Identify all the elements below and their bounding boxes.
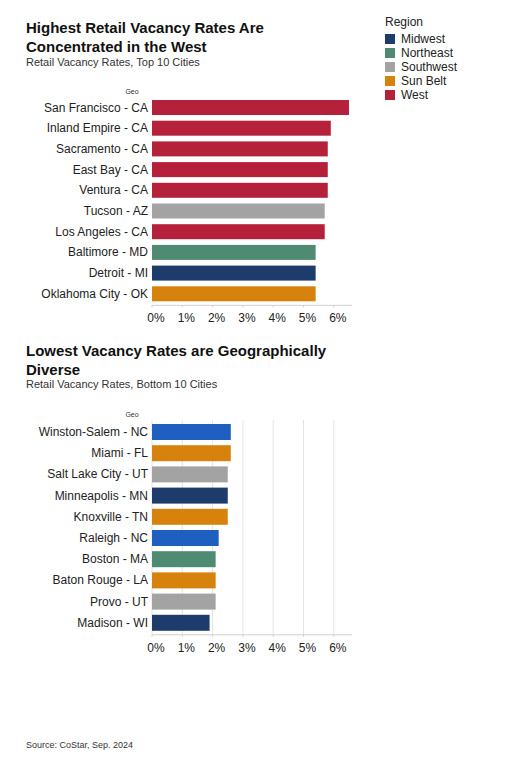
tick-mark bbox=[303, 305, 304, 307]
tick-label: 6% bbox=[329, 641, 347, 655]
legend-label: Southwest bbox=[401, 60, 458, 74]
legend-swatch bbox=[385, 90, 395, 100]
bars bbox=[152, 424, 231, 631]
bar bbox=[152, 551, 216, 567]
tick-label: 4% bbox=[269, 311, 287, 325]
legend-label: Sun Belt bbox=[401, 74, 447, 88]
grid-line bbox=[303, 420, 304, 635]
bar bbox=[152, 100, 349, 115]
bar bbox=[152, 424, 231, 440]
category-label: Raleigh - NC bbox=[79, 531, 148, 545]
bar bbox=[152, 594, 216, 610]
legend-label: West bbox=[401, 88, 429, 102]
tick-label: 0% bbox=[147, 311, 165, 325]
category-label: Winston-Salem - NC bbox=[39, 425, 149, 439]
tick-mark bbox=[273, 305, 274, 307]
chart-title: Highest Retail Vacancy Rates Are Concent… bbox=[26, 18, 336, 56]
legend-title: Region bbox=[385, 15, 423, 29]
axis-label: Geo bbox=[125, 88, 138, 95]
tick-label: 6% bbox=[329, 311, 347, 325]
tick-label: 3% bbox=[238, 311, 256, 325]
category-label: Baton Rouge - LA bbox=[53, 573, 148, 587]
bar bbox=[152, 121, 331, 136]
category-label: Madison - WI bbox=[77, 616, 148, 630]
category-label: Sacramento - CA bbox=[56, 142, 148, 156]
tick-label: 3% bbox=[238, 641, 256, 655]
category-label: East Bay - CA bbox=[73, 163, 148, 177]
bar bbox=[152, 445, 231, 461]
category-label: Boston - MA bbox=[82, 552, 148, 566]
category-label: Los Angeles - CA bbox=[55, 225, 148, 239]
bar bbox=[152, 224, 325, 239]
source-note: Source: CoStar, Sep. 2024 bbox=[26, 740, 133, 750]
bar bbox=[152, 466, 228, 482]
bar bbox=[152, 572, 216, 588]
tick-mark bbox=[333, 305, 334, 307]
tick-label: 5% bbox=[299, 311, 317, 325]
tick-label: 2% bbox=[208, 311, 226, 325]
legend-label: Northeast bbox=[401, 46, 454, 60]
tick-label: 1% bbox=[178, 311, 196, 325]
legend-swatch bbox=[385, 48, 395, 58]
tick-mark bbox=[273, 635, 274, 637]
category-label: Minneapolis - MN bbox=[55, 489, 148, 503]
tick-label: 4% bbox=[269, 641, 287, 655]
category-label: Inland Empire - CA bbox=[47, 121, 148, 135]
bar bbox=[152, 488, 228, 504]
tick-mark bbox=[303, 635, 304, 637]
tick-mark bbox=[182, 635, 183, 637]
tick-mark bbox=[212, 305, 213, 307]
bar bbox=[152, 615, 210, 631]
tick-mark bbox=[242, 305, 243, 307]
grid-line bbox=[242, 420, 243, 635]
bar bbox=[152, 141, 328, 156]
bar bbox=[152, 162, 328, 177]
grid-line bbox=[333, 420, 334, 635]
category-label: Detroit - MI bbox=[89, 266, 148, 280]
tick-label: 1% bbox=[178, 641, 196, 655]
bar bbox=[152, 286, 316, 301]
tick-mark bbox=[242, 635, 243, 637]
category-label: Baltimore - MD bbox=[68, 245, 148, 259]
category-label: Salt Lake City - UT bbox=[47, 467, 148, 481]
chart-title: Lowest Vacancy Rates are Geographically … bbox=[26, 341, 336, 379]
legend-swatch bbox=[385, 34, 395, 44]
category-label: Tucson - AZ bbox=[84, 204, 148, 218]
bar bbox=[152, 530, 219, 546]
axis-label: Geo bbox=[125, 411, 138, 418]
chart-subtitle: Retail Vacancy Rates, Bottom 10 Cities bbox=[26, 378, 217, 390]
tick-mark bbox=[333, 635, 334, 637]
category-label: Provo - UT bbox=[90, 595, 149, 609]
category-label: San Francisco - CA bbox=[44, 101, 148, 115]
category-label: Miami - FL bbox=[91, 446, 148, 460]
tick-mark bbox=[212, 635, 213, 637]
legend-label: Midwest bbox=[401, 32, 446, 46]
bars bbox=[152, 100, 349, 301]
legend-swatch bbox=[385, 62, 395, 72]
tick-label: 0% bbox=[147, 641, 165, 655]
bar bbox=[152, 183, 328, 198]
category-label: Oklahoma City - OK bbox=[41, 287, 148, 301]
tick-mark bbox=[182, 305, 183, 307]
tick-label: 2% bbox=[208, 641, 226, 655]
category-label: Ventura - CA bbox=[79, 183, 148, 197]
bar bbox=[152, 509, 228, 525]
category-label: Knoxville - TN bbox=[74, 510, 148, 524]
tick-mark bbox=[152, 305, 153, 307]
bar bbox=[152, 245, 316, 260]
tick-label: 5% bbox=[299, 641, 317, 655]
bar bbox=[152, 204, 325, 219]
grid-line bbox=[273, 420, 274, 635]
chart-subtitle: Retail Vacancy Rates, Top 10 Cities bbox=[26, 56, 200, 68]
legend-swatch bbox=[385, 76, 395, 86]
tick-mark bbox=[152, 635, 153, 637]
bar bbox=[152, 266, 316, 281]
